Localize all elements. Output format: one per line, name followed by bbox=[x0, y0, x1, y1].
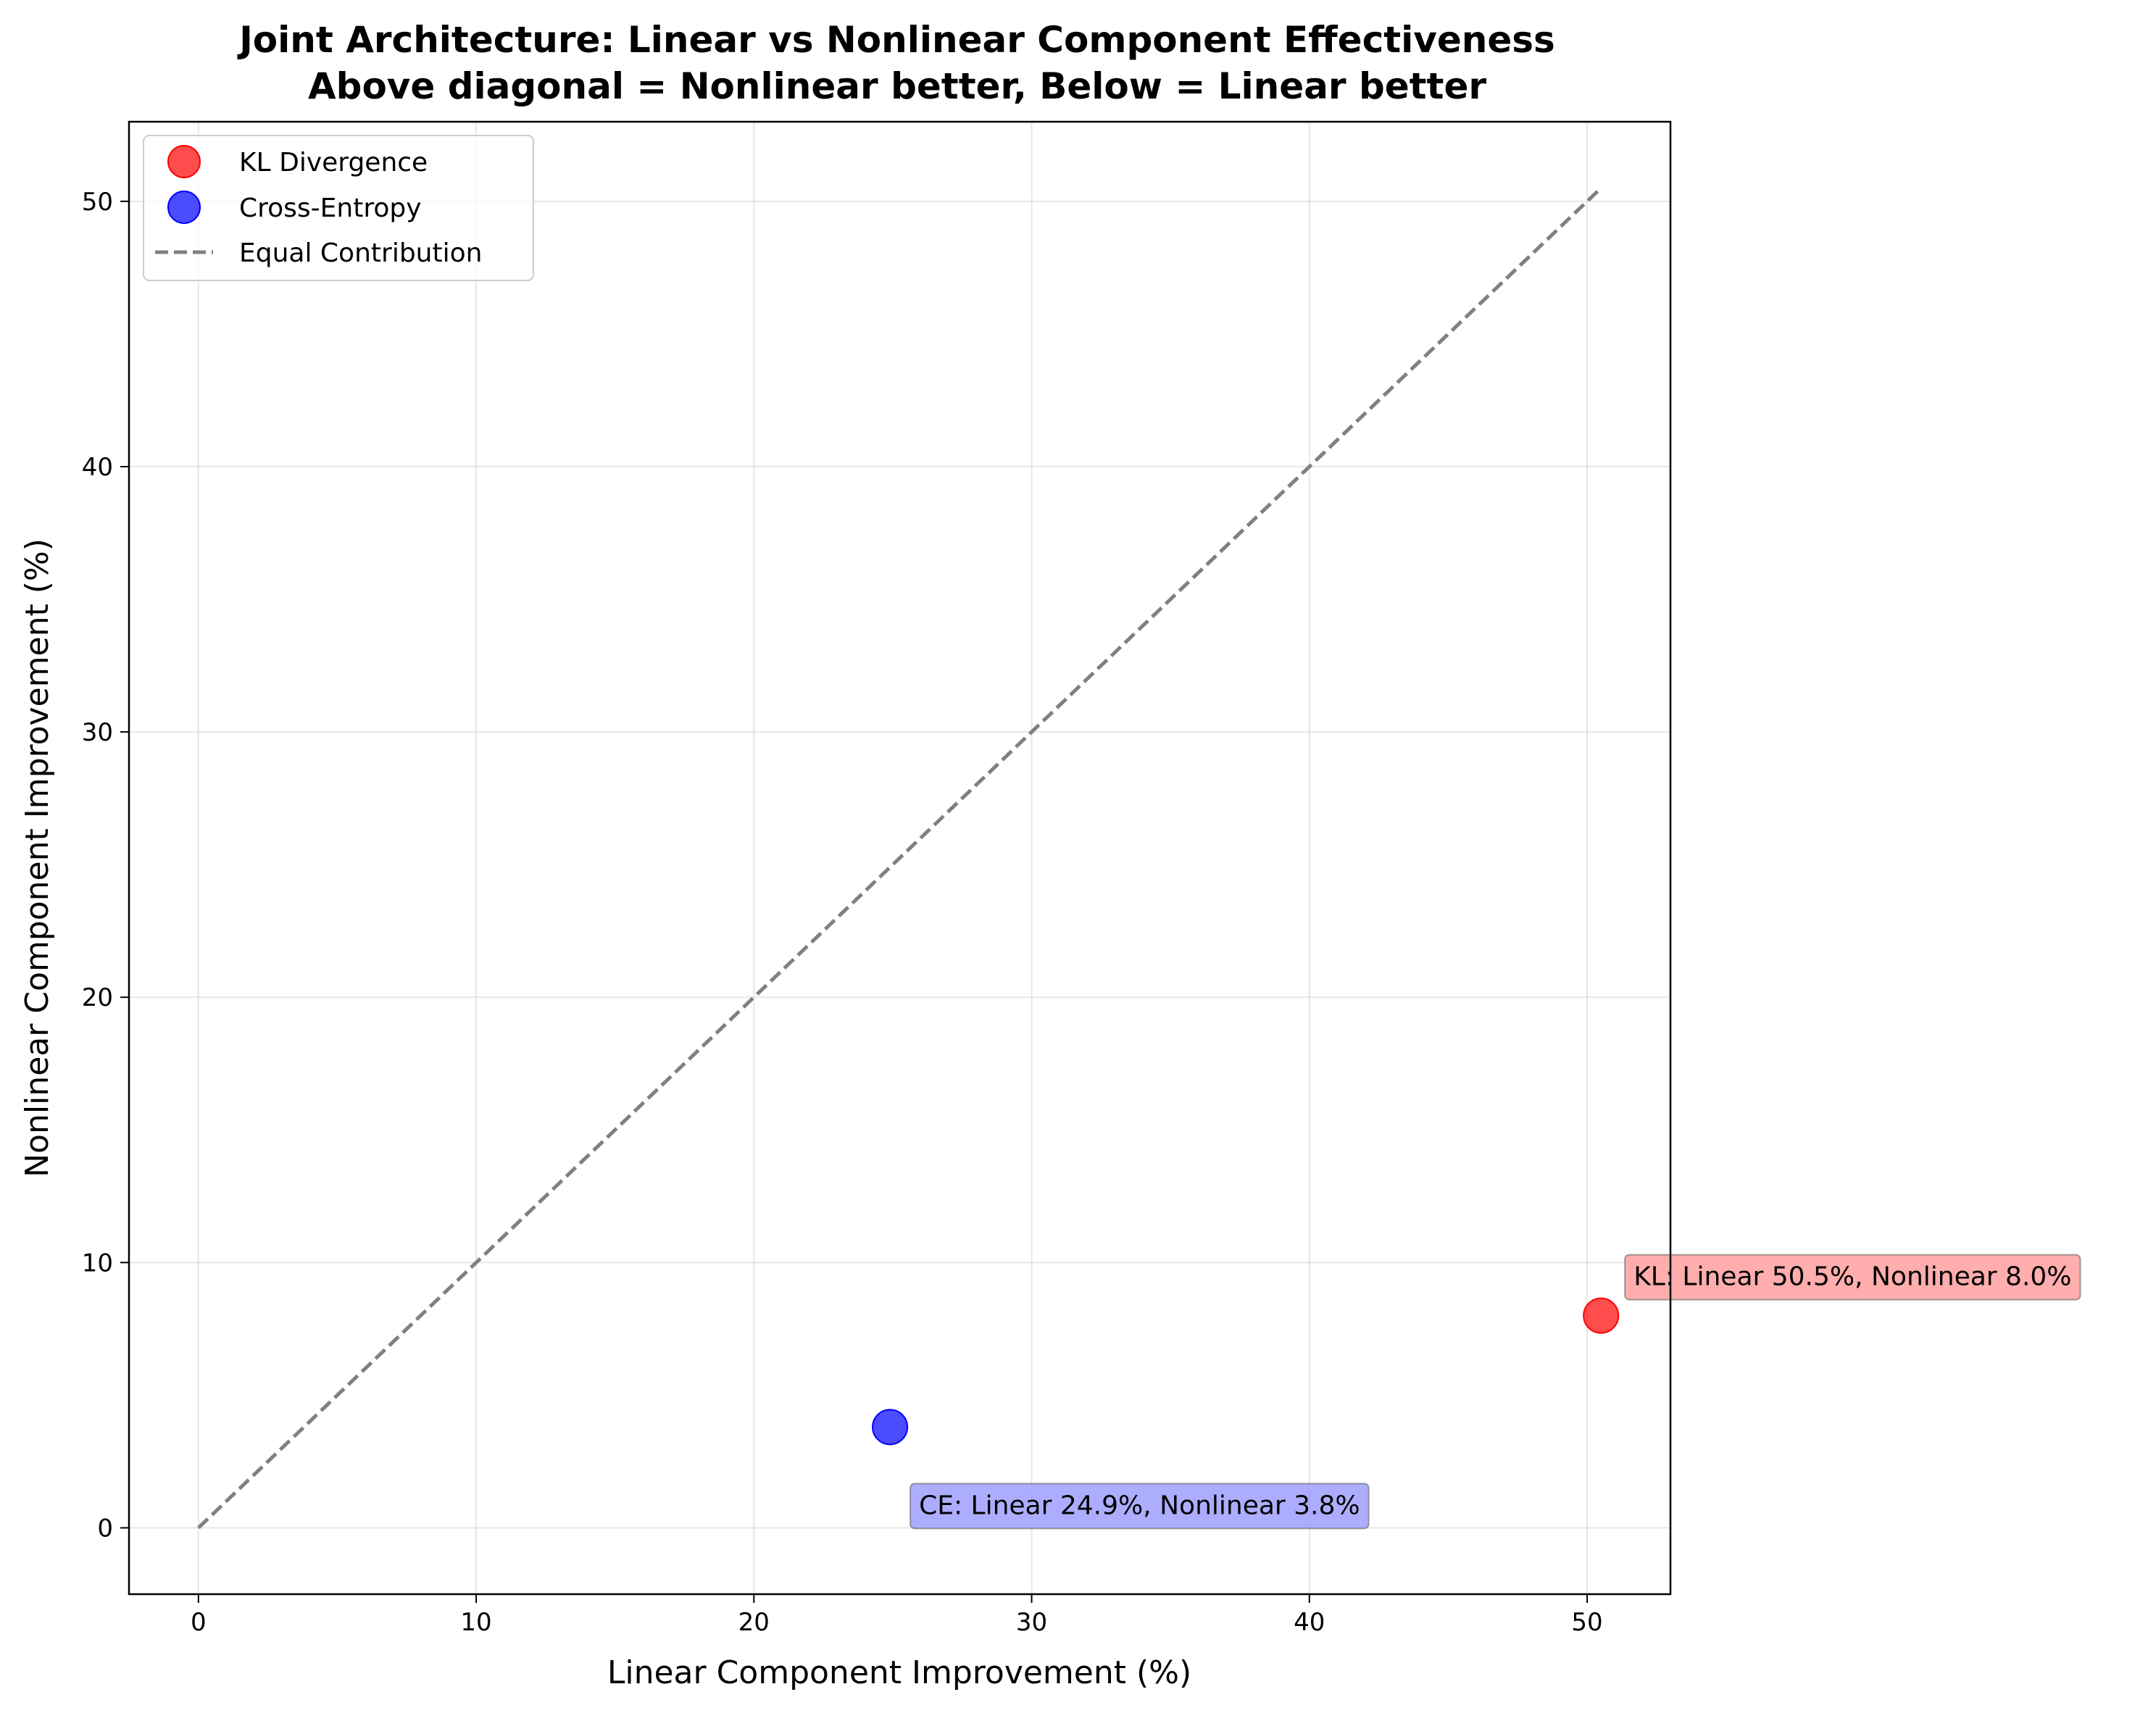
legend: KL Divergence Cross-Entropy Equal Contri… bbox=[143, 135, 534, 281]
y-tick-label: 40 bbox=[82, 453, 113, 482]
legend-label-kl: KL Divergence bbox=[239, 148, 428, 178]
annotation-kl: KL: Linear 50.5%, Nonlinear 8.0% bbox=[1624, 1254, 2081, 1301]
chart-subtitle: Above diagonal = Nonlinear better, Below… bbox=[308, 65, 1486, 107]
x-axis-label: Linear Component Improvement (%) bbox=[607, 1654, 1191, 1691]
y-tick-label: 10 bbox=[82, 1249, 113, 1278]
x-tick-label: 50 bbox=[1571, 1608, 1602, 1637]
annotation-text: CE: Linear 24.9%, Nonlinear 3.8% bbox=[919, 1491, 1360, 1520]
annotation-box bbox=[1624, 1254, 2081, 1301]
chart-title: Joint Architecture: Linear vs Nonlinear … bbox=[237, 19, 1555, 61]
scatter-point-kl bbox=[1583, 1297, 1620, 1334]
annotation-text: KL: Linear 50.5%, Nonlinear 8.0% bbox=[1633, 1262, 2071, 1292]
x-tick-label: 20 bbox=[738, 1608, 770, 1637]
x-tick-label: 40 bbox=[1294, 1608, 1325, 1637]
axes-frame bbox=[128, 120, 1672, 1596]
y-tick-label: 0 bbox=[97, 1514, 113, 1543]
legend-box bbox=[143, 135, 534, 281]
x-tick-label: 0 bbox=[191, 1608, 207, 1637]
y-axis-label: Nonlinear Component Improvement (%) bbox=[19, 538, 56, 1178]
legend-label-ce: Cross-Entropy bbox=[239, 193, 422, 223]
annotation-box bbox=[910, 1483, 1370, 1530]
annotation-ce: CE: Linear 24.9%, Nonlinear 3.8% bbox=[910, 1483, 1370, 1530]
legend-label-equal: Equal Contribution bbox=[239, 238, 482, 268]
point-annotations: KL: Linear 50.5%, Nonlinear 8.0% CE: Line… bbox=[910, 1254, 2081, 1530]
data-points bbox=[872, 1297, 1620, 1446]
grid bbox=[129, 122, 1670, 1594]
y-tick-label: 20 bbox=[82, 983, 113, 1012]
y-tick-label: 30 bbox=[82, 718, 113, 747]
legend-marker-kl bbox=[167, 145, 201, 178]
legend-marker-ce bbox=[167, 191, 201, 224]
scatter-point-ce bbox=[872, 1409, 909, 1446]
equal-contribution-line bbox=[197, 186, 1602, 1530]
x-tick-label: 30 bbox=[1016, 1608, 1047, 1637]
y-tick-label: 50 bbox=[82, 188, 113, 217]
reference-line-layer bbox=[197, 186, 1602, 1530]
axis-ticks: 0 10 20 30 40 50 0 10 20 30 40 50 bbox=[82, 188, 1603, 1637]
x-tick-label: 10 bbox=[460, 1608, 491, 1637]
